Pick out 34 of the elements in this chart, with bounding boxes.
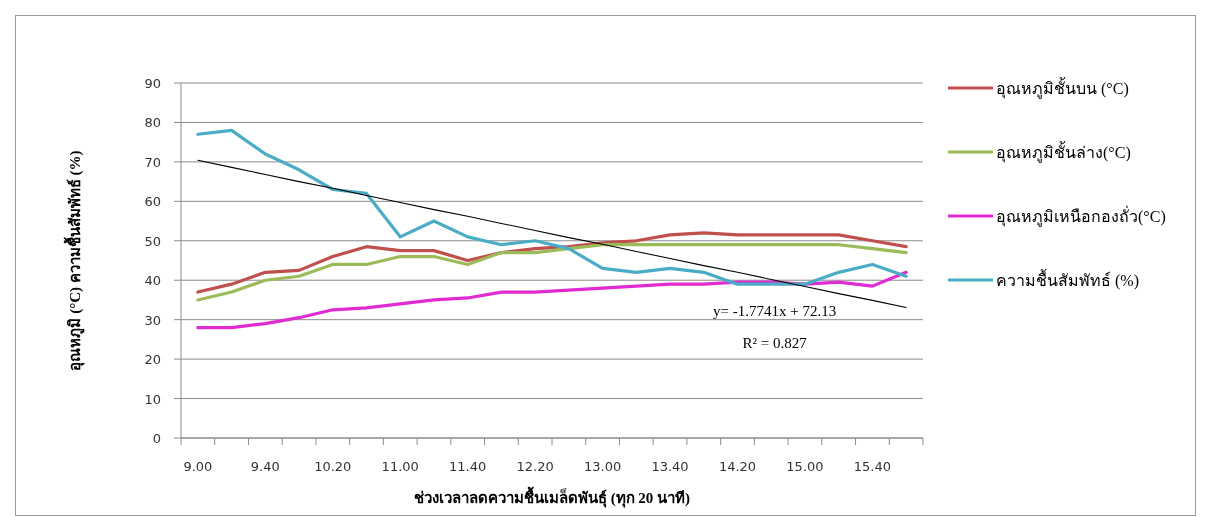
y-axis-title: อุณหภูมิ (°C) ความชื้นสัมพัทธ์ (%) — [63, 150, 85, 371]
y-tick-label: 0 — [152, 431, 161, 446]
y-tick-label: 80 — [144, 115, 161, 131]
line-series — [196, 270, 908, 330]
x-tick-label: 12.20 — [516, 459, 554, 474]
legend-label: อุณหภูมิชั้นล่าง(°C) — [996, 141, 1131, 163]
y-tick-label: 60 — [144, 194, 161, 210]
x-tick-label: 14.20 — [718, 459, 757, 474]
line-series — [196, 231, 908, 294]
y-tick-label: 90 — [144, 76, 161, 91]
x-tick-label: 9.00 — [183, 459, 213, 474]
x-tick-label: 11.00 — [381, 459, 419, 474]
x-tick-label: 9.40 — [250, 459, 280, 474]
x-tick-label: 13.40 — [651, 459, 689, 474]
y-tick-label: 20 — [144, 352, 161, 368]
x-tick-label: 15.00 — [786, 459, 824, 474]
x-tick-label: 10.20 — [314, 459, 352, 474]
annotation: y= -1.7741x + 72.13 — [713, 302, 837, 319]
annotation: R² = 0.827 — [742, 334, 808, 351]
line-series — [196, 128, 908, 286]
legend-label: ความชื้นสัมพัทธ์ (%) — [996, 269, 1139, 290]
legend-label: อุณหภูมิชั้นบน (°C) — [996, 77, 1129, 99]
y-tick-label: 30 — [144, 312, 161, 328]
line-series — [197, 159, 907, 308]
x-tick-label: 11.40 — [449, 459, 487, 474]
x-tick-label: 13.00 — [583, 459, 622, 474]
line-series — [196, 243, 908, 302]
y-tick-label: 10 — [144, 391, 161, 407]
x-axis-title: ช่วงเวลาลดความชื้นเมล็ดพันธุ์ (ทุก 20 นาที) — [413, 486, 691, 508]
legend-label: อุณหภูมิเหนือกองถั่ว(°C) — [996, 205, 1166, 227]
y-tick-label: 70 — [144, 154, 161, 170]
y-tick-label: 40 — [144, 273, 161, 289]
y-tick-label: 50 — [144, 233, 161, 249]
x-tick-label: 15.40 — [853, 459, 892, 474]
